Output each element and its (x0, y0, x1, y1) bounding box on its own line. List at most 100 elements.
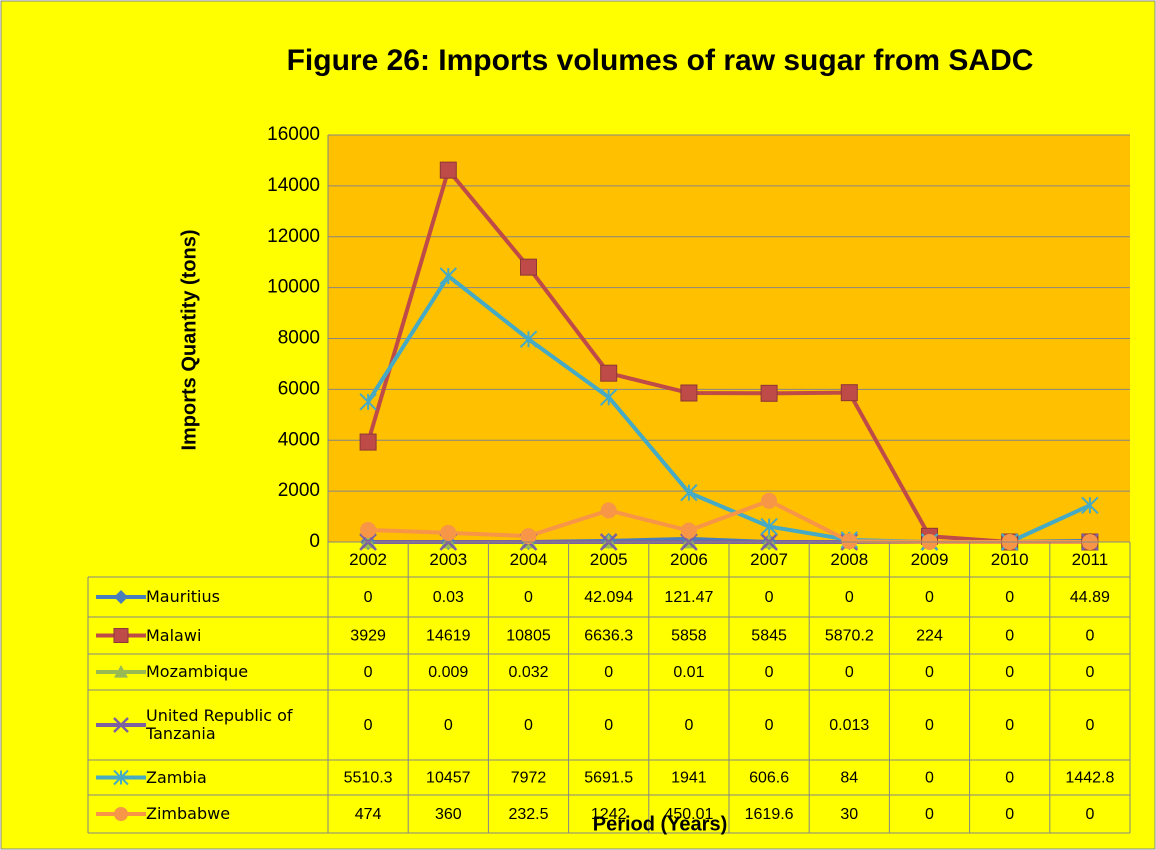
marker-shape (600, 502, 617, 519)
table-value: 0 (1005, 628, 1014, 645)
y-tick-label: 4000 (278, 429, 320, 450)
marker (114, 807, 128, 821)
legend-label: United Republic of Tanzania (146, 706, 293, 743)
table-value: 0 (604, 717, 613, 734)
marker-shape (520, 528, 537, 545)
marker-shape (440, 524, 457, 541)
table-value: 0 (364, 589, 373, 606)
table-value: 0 (1005, 806, 1014, 823)
marker-shape (359, 433, 377, 451)
x-tick-label: 2003 (429, 550, 467, 569)
marker (840, 384, 858, 402)
legend-label-box: United Republic of Tanzania (146, 706, 293, 743)
marker-shape (359, 393, 377, 411)
marker-shape (600, 364, 618, 382)
marker (113, 628, 129, 643)
table-value: 0 (364, 664, 373, 681)
marker-shape (439, 267, 458, 285)
table-value: 5870.2 (825, 628, 874, 645)
table-value: 14619 (426, 628, 471, 645)
table-value: 1941 (671, 770, 707, 787)
x-tick-label: 2006 (670, 550, 708, 569)
marker (113, 717, 129, 733)
table-value: 0 (925, 717, 934, 734)
series-line (366, 168, 1090, 544)
marker (761, 492, 778, 509)
x-tick-label: 2009 (911, 550, 949, 569)
y-axis-label: Imports Quantity (tons) (178, 229, 200, 450)
table-value: 84 (840, 770, 858, 787)
table-value: 360 (435, 806, 462, 823)
table-value: 0 (925, 806, 934, 823)
table-value: 224 (916, 628, 943, 645)
table-value: 10457 (426, 770, 471, 787)
marker-shape (113, 769, 129, 786)
table-value: 0 (845, 664, 854, 681)
table-value: 0.032 (508, 664, 548, 681)
table-value: 10805 (506, 628, 551, 645)
y-tick-label: 0 (309, 531, 320, 552)
marker-shape (520, 258, 537, 276)
y-tick-label: 6000 (278, 378, 320, 399)
marker (600, 364, 618, 382)
table-value: 3929 (350, 628, 386, 645)
table-value: 1242 (591, 806, 627, 823)
table-value: 0 (1005, 664, 1014, 681)
table-value: 5858 (671, 628, 707, 645)
marker (439, 161, 457, 179)
table-value: 0 (925, 770, 934, 787)
table-value: 1442.8 (1065, 770, 1114, 787)
marker (439, 267, 458, 285)
table-value: 0 (1005, 717, 1014, 734)
marker-shape (680, 483, 698, 502)
legend-label: Mozambique (146, 662, 249, 681)
x-tick-label: 2004 (510, 550, 548, 569)
table-value: 0 (765, 717, 774, 734)
table-value: 0 (364, 717, 373, 734)
table-value: 5691.5 (584, 770, 633, 787)
table-value: 5845 (751, 628, 787, 645)
marker (520, 258, 537, 276)
marker-shape (519, 330, 538, 348)
x-tick-label: 2010 (991, 550, 1029, 569)
data-table: 2002 2003 2004 2005 2006 2007 2008 2009 2010 2011… (87, 541, 1131, 834)
legend-label-box: Mauritius (146, 587, 220, 606)
marker-shape (760, 384, 778, 402)
table-value: 450.01 (664, 806, 713, 823)
marker (440, 524, 457, 541)
marker (114, 665, 128, 678)
table-value: 0 (765, 589, 774, 606)
marker-shape (114, 807, 128, 821)
legend-label: Mauritius (146, 587, 220, 606)
marker-shape (114, 665, 128, 678)
table-value: 0 (925, 664, 934, 681)
table-value: 606.6 (749, 770, 789, 787)
marker (599, 388, 618, 406)
table-value: 7972 (511, 770, 547, 787)
table-value: 0 (1085, 806, 1094, 823)
y-tick-label: 12000 (267, 226, 320, 247)
marker-shape (841, 533, 858, 550)
marker (760, 517, 778, 536)
marker (841, 533, 858, 550)
table-value: 44.89 (1070, 589, 1110, 606)
marker (680, 483, 698, 502)
marker (520, 528, 537, 545)
table-value: 0 (684, 717, 693, 734)
table-value: 121.47 (664, 589, 713, 606)
legend-label-box: Zimbabwe (146, 805, 230, 823)
marker (680, 522, 697, 539)
legend-label: Zambia (146, 767, 207, 787)
legend-label-box: Zambia (146, 767, 207, 787)
marker-shape (599, 388, 618, 406)
legend-label-box: Malawi (146, 626, 201, 644)
table-value: 0 (604, 664, 613, 681)
marker (680, 384, 698, 402)
marker (519, 330, 538, 348)
table-value: 1619.6 (745, 806, 794, 823)
table-value: 0 (524, 589, 533, 606)
marker (359, 393, 377, 411)
marker-shape (680, 384, 698, 402)
y-tick-label: 10000 (267, 277, 320, 298)
marker-shape (761, 492, 778, 509)
